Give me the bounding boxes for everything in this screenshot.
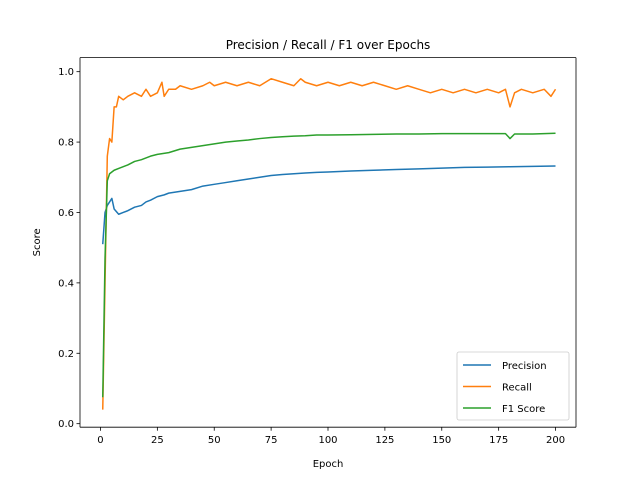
x-tick-label: 0 bbox=[97, 435, 103, 446]
x-tick-label: 25 bbox=[151, 435, 164, 446]
x-tick-label: 100 bbox=[318, 435, 337, 446]
x-axis-label: Epoch bbox=[313, 459, 344, 470]
y-axis-label: Score bbox=[32, 228, 43, 256]
x-tick-label: 50 bbox=[208, 435, 221, 446]
y-tick-label: 0.8 bbox=[58, 138, 74, 149]
x-tick-label: 175 bbox=[489, 435, 508, 446]
legend: Precision Recall F1 Score bbox=[456, 351, 570, 421]
plot-area bbox=[79, 57, 577, 428]
series-line-f1-score bbox=[102, 132, 556, 398]
series-line-recall bbox=[102, 77, 557, 410]
x-tick-label: 125 bbox=[375, 435, 394, 446]
legend-label: Recall bbox=[502, 383, 532, 394]
y-tick-label: 1.0 bbox=[58, 67, 74, 78]
x-tick-label: 150 bbox=[432, 435, 451, 446]
legend-box bbox=[456, 351, 570, 421]
y-tick-label: 0.6 bbox=[58, 208, 74, 219]
y-tick-label: 0.4 bbox=[58, 278, 74, 289]
x-tick-label: 75 bbox=[265, 435, 278, 446]
y-axis-ticks: 0.0 0.2 0.4 0.6 0.8 1.0 bbox=[58, 67, 80, 430]
chart-title: Precision / Recall / F1 over Epochs bbox=[226, 38, 431, 52]
x-tick-label: 200 bbox=[546, 435, 565, 446]
series-layer bbox=[102, 77, 557, 410]
series-line-precision bbox=[102, 165, 556, 245]
x-axis-ticks: 0 25 50 75 100 125 150 175 200 bbox=[97, 427, 565, 446]
legend-label: Precision bbox=[502, 361, 547, 372]
y-tick-label: 0.2 bbox=[58, 349, 74, 360]
y-tick-label: 0.0 bbox=[58, 419, 74, 430]
legend-label: F1 Score bbox=[502, 404, 545, 415]
